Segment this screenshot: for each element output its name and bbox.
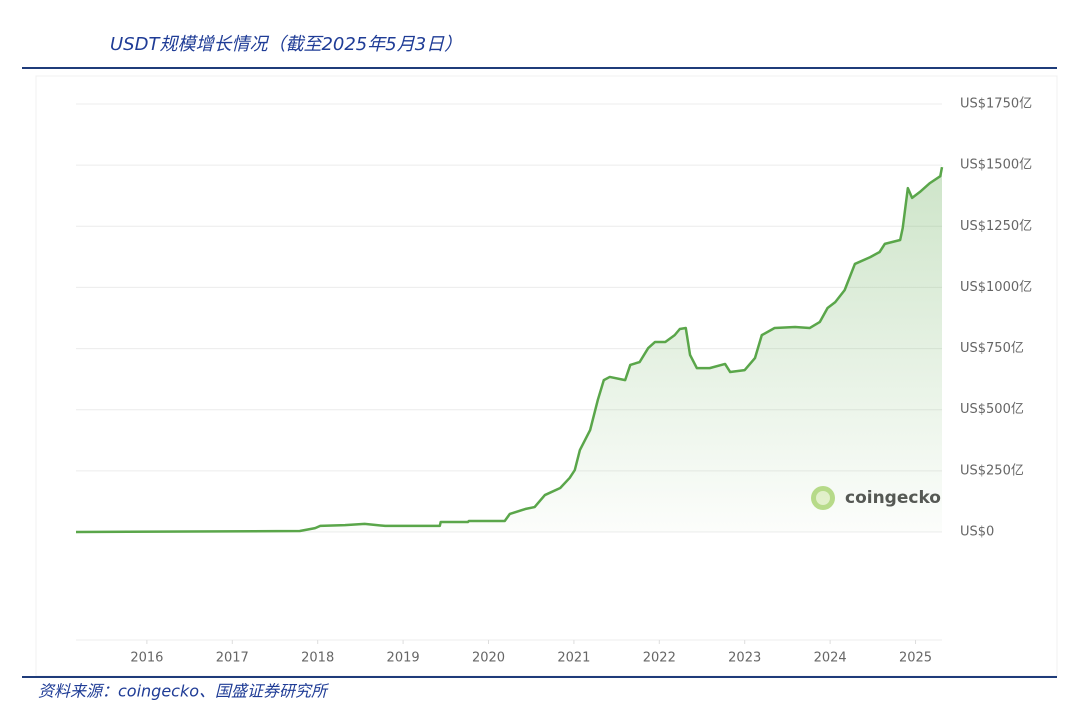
chart-title: USDT规模增长情况（截至2025年5月3日）	[110, 34, 462, 55]
y-tick-label: US$1500亿	[960, 158, 1032, 173]
y-tick-label: US$1750亿	[960, 97, 1032, 112]
source: 资料来源：coingecko、国盛证券研究所	[38, 682, 330, 701]
x-tick-label: 2021	[557, 651, 590, 666]
x-tick-label: 2017	[216, 651, 249, 666]
x-tick-label: 2020	[472, 651, 505, 666]
y-tick-label: US$750亿	[960, 341, 1024, 356]
area-fill	[76, 167, 942, 532]
x-tick-label: 2022	[643, 651, 676, 666]
y-tick-label: US$500亿	[960, 402, 1024, 417]
y-tick-label: US$0	[960, 525, 994, 540]
x-tick-label: 2016	[130, 651, 163, 666]
x-tick-label: 2025	[899, 651, 932, 666]
y-tick-label: US$1000亿	[960, 280, 1032, 295]
y-tick-label: US$1250亿	[960, 219, 1032, 234]
x-tick-label: 2019	[387, 651, 420, 666]
line	[75, 166, 944, 534]
x-tick-label: 2023	[728, 651, 761, 666]
y-tick-label: US$250亿	[960, 463, 1024, 478]
x-tick-label: 2024	[814, 651, 847, 666]
x-tick-label: 2018	[301, 651, 334, 666]
